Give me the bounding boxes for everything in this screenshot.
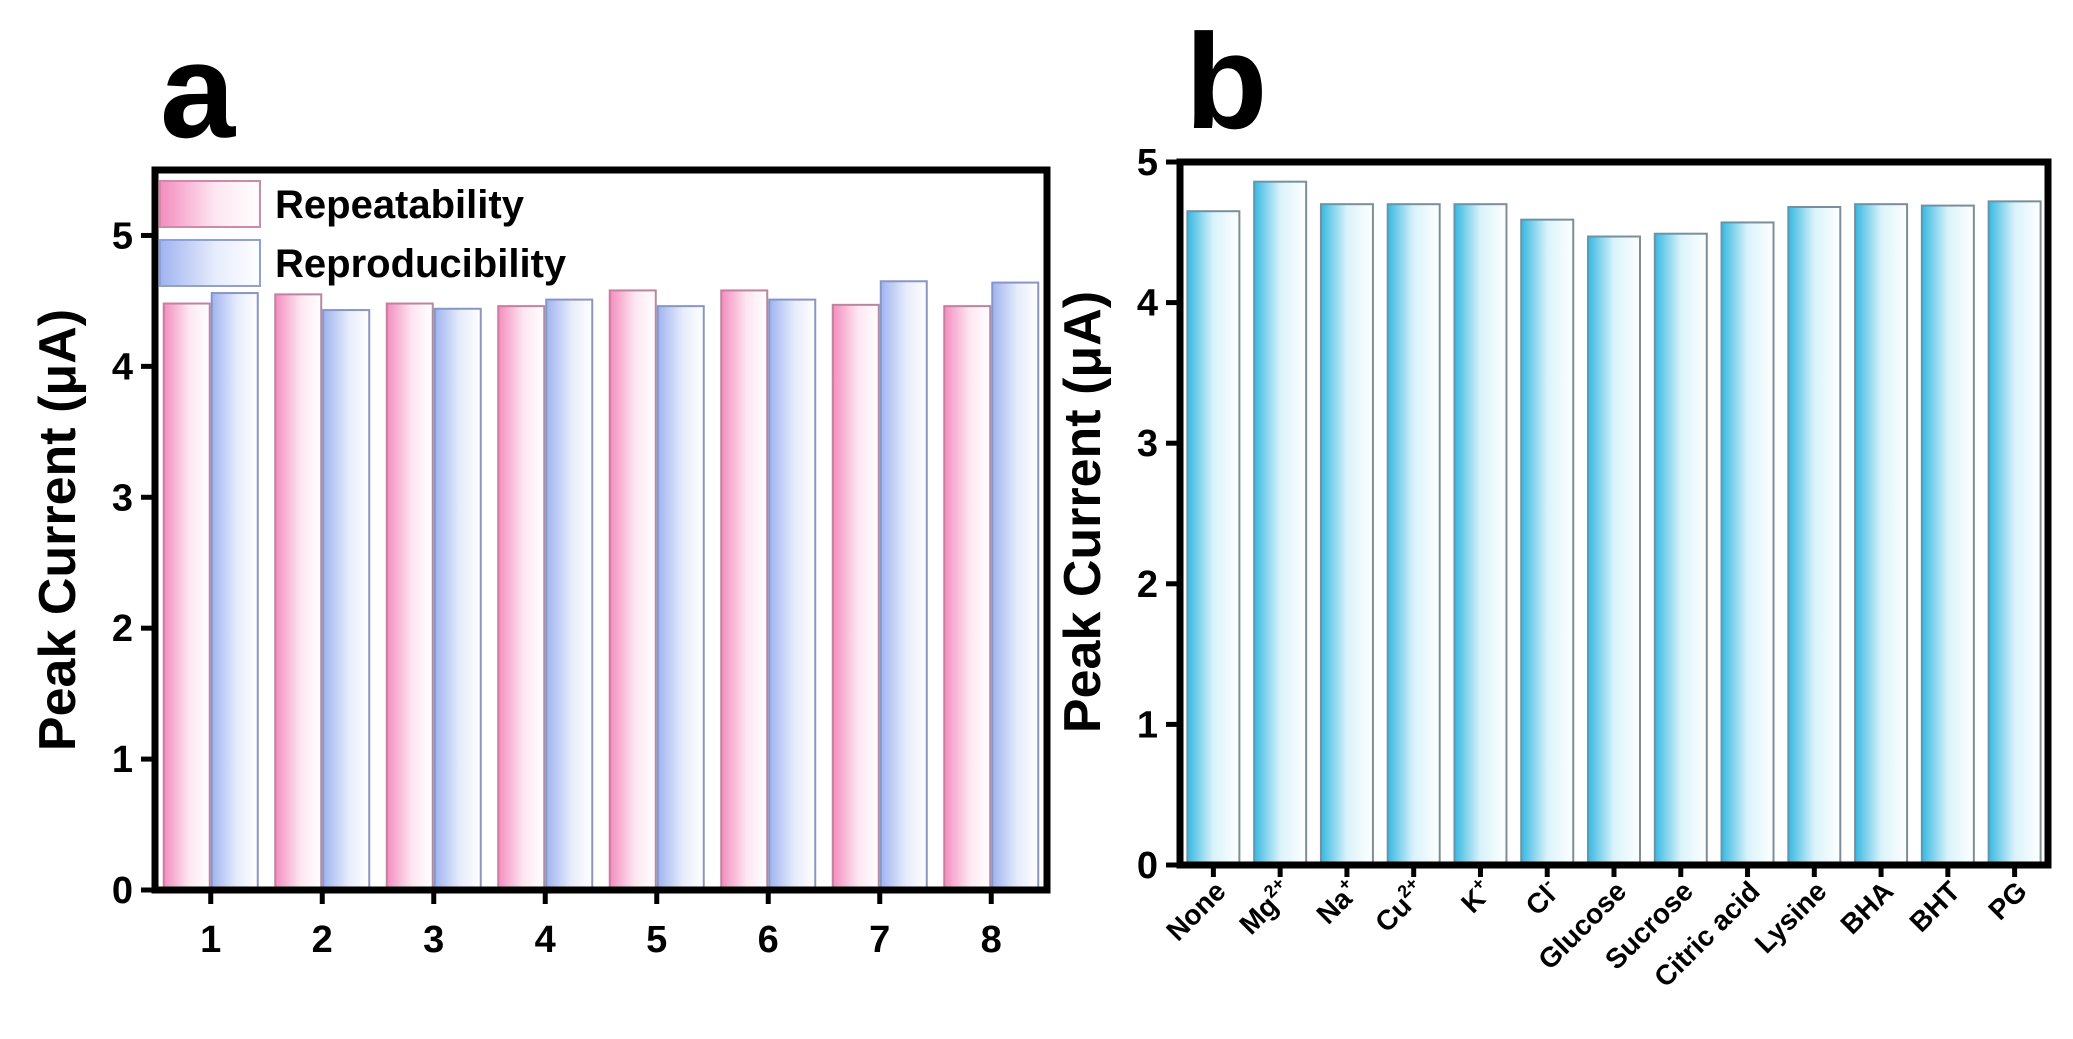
panel-b-letter: b	[1185, 6, 1267, 157]
x-tick-label: BHT	[1903, 875, 1966, 938]
bar-citric-acid	[1720, 221, 1775, 866]
bar-bha	[1854, 203, 1909, 866]
bar-cu2-	[1386, 203, 1441, 866]
x-tick-label: PG	[1982, 875, 2033, 926]
bar-repeatability-6	[720, 289, 769, 892]
bar-sucrose	[1653, 232, 1708, 866]
x-tick-label: 6	[758, 919, 779, 961]
panel-b-y-axis-label: Peak Current (μA)	[1054, 291, 1112, 733]
bar-repeatability-2	[274, 293, 323, 891]
x-tick-label: 4	[535, 919, 556, 961]
y-tick-label: 3	[1137, 423, 1158, 465]
legend-swatch-reproducibility	[159, 239, 261, 287]
legend-label-reproducibility: Reproducibility	[275, 242, 567, 286]
panel-a-legend: Repeatability Reproducibility	[159, 180, 567, 287]
panel-a-letter: a	[160, 15, 236, 166]
panel-a-chart: a 0 1 2 3 4 5 1 2 3 4 5 6 7 8 Peak Current (μA) Repe…	[29, 15, 1051, 961]
bar-repeatability-1	[162, 302, 211, 891]
bar-reproducibility-5	[656, 305, 705, 891]
bar-repeatability-3	[385, 302, 434, 891]
legend-label-repeatability: Repeatability	[275, 183, 525, 227]
x-tick-label: 8	[981, 919, 1002, 961]
panel-a-x-axis: 1 2 3 4 5 6 7 8	[200, 890, 1002, 961]
x-tick-label: 1	[200, 919, 221, 961]
y-tick-label: 1	[112, 739, 133, 781]
x-tick-label: 5	[646, 919, 667, 961]
panel-b-bars	[1186, 180, 2042, 867]
legend-swatch-repeatability	[159, 180, 261, 228]
panel-a-bars	[162, 280, 1040, 892]
y-tick-label: 2	[1137, 564, 1158, 606]
x-tick-label: Cl-	[1517, 873, 1565, 921]
bar-glucose	[1587, 235, 1641, 866]
bar-repeatability-7	[831, 303, 880, 891]
bar-repeatability-5	[608, 289, 657, 892]
bar-reproducibility-3	[433, 307, 482, 892]
y-tick-label: 0	[1137, 845, 1158, 887]
bar-k-	[1453, 203, 1508, 866]
panel-b-x-axis: None Mg2+ Na+Cu2+ K+ Cl-GlucoseSucroseCitric…	[1160, 865, 2033, 993]
y-tick-label: 1	[1137, 704, 1158, 746]
x-tick-label: Cu2+	[1367, 873, 1432, 938]
panel-a-y-axis-label: Peak Current (μA)	[29, 309, 87, 751]
x-tick-label: 3	[423, 919, 444, 961]
panel-a-y-axis: 0 1 2 3 4 5	[112, 215, 155, 912]
bar-pg	[1987, 200, 2042, 867]
y-tick-label: 3	[112, 477, 133, 519]
bar-none	[1186, 210, 1241, 866]
x-tick-label: 2	[312, 919, 333, 961]
bar-na-	[1319, 203, 1374, 866]
y-tick-label: 4	[1137, 283, 1158, 325]
bar-cl-	[1520, 218, 1575, 866]
y-tick-label: 0	[112, 870, 133, 912]
bar-mg2-	[1253, 180, 1308, 866]
bar-reproducibility-8	[991, 281, 1040, 891]
y-tick-label: 2	[112, 608, 133, 650]
bar-repeatability-8	[943, 305, 992, 891]
x-tick-label: Mg2+	[1231, 873, 1298, 940]
y-tick-label: 5	[112, 215, 133, 257]
bar-lysine	[1787, 205, 1842, 866]
x-tick-label: Na+	[1308, 873, 1365, 930]
panel-a-frame	[151, 166, 1051, 894]
x-tick-label: K+	[1453, 873, 1499, 919]
y-tick-label: 4	[112, 346, 133, 388]
bar-reproducibility-7	[879, 280, 928, 892]
x-tick-label: 7	[869, 919, 890, 961]
bar-repeatability-4	[497, 305, 546, 891]
x-tick-label: BHA	[1834, 875, 1899, 940]
bar-reproducibility-4	[545, 298, 594, 892]
bar-reproducibility-1	[210, 292, 259, 891]
x-tick-label: None	[1160, 875, 1231, 946]
bar-reproducibility-2	[322, 309, 371, 891]
bar-bht	[1920, 204, 1975, 866]
panel-b-y-axis: 0 1 2 3 4 5	[1137, 142, 1180, 887]
x-tick-label: Lysine	[1749, 875, 1833, 959]
y-tick-label: 5	[1137, 142, 1158, 184]
bar-reproducibility-6	[768, 298, 817, 892]
